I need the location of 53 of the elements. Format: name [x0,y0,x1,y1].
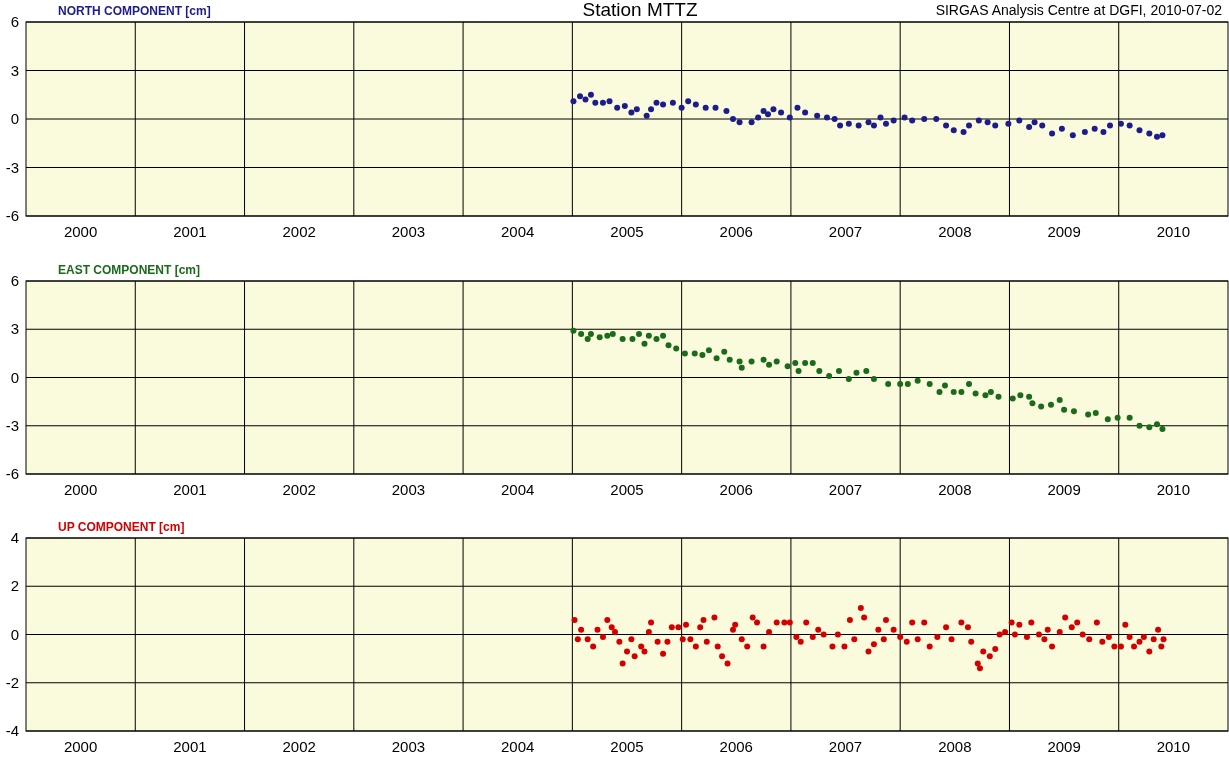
x-tick-label: 2004 [501,481,535,498]
x-tick-label: 2008 [938,738,972,755]
x-tick-label: 2008 [938,481,972,498]
x-tick-label: 2000 [63,738,98,755]
x-tick-label: 2005 [610,481,644,498]
x-tick-label: 2000 [63,223,98,240]
x-tick-label: 2003 [391,738,426,755]
x-tick-label: 2005 [610,223,644,240]
x-tick-label: 2006 [719,481,753,498]
x-tick-label: 2002 [282,223,316,240]
y-tick-label: 3 [10,61,19,79]
y-tick-label: -3 [5,416,19,434]
x-tick-label: 2003 [391,481,426,498]
y-tick-label: 0 [10,625,19,643]
x-tick-label: 2004 [501,738,535,755]
x-tick-label: 2007 [828,738,863,755]
y-tick-label: -6 [5,465,19,482]
y-tick-label: 6 [10,272,19,289]
x-tick-label: 2000 [63,481,98,498]
x-tick-label: 2004 [501,223,535,240]
text: SIRGAS Analysis Centre at DGFI, 2010-07-02 [935,2,1223,18]
x-tick-label: 2006 [719,738,753,755]
y-tick-label: 2 [10,577,19,595]
x-tick-label: 2001 [173,223,207,240]
x-tick-label: 2002 [282,481,316,498]
y-tick-label: -6 [5,207,19,224]
y-tick-label: 6 [10,13,19,30]
y-tick-label: 3 [10,320,19,338]
y-axis-title: EAST COMPONENT [cm] [58,263,201,277]
x-tick-label: 2008 [938,223,972,240]
y-tick-label: -4 [5,722,19,739]
x-tick-label: 2001 [173,738,207,755]
y-tick-label: 0 [10,110,19,127]
x-tick-label: 2005 [610,738,644,755]
y-axis-title: NORTH COMPONENT [cm] [58,4,211,18]
x-tick-label: 2001 [173,481,207,498]
y-tick-label: -3 [5,158,19,176]
x-tick-label: 2006 [719,223,753,240]
x-tick-label: 2003 [391,223,426,240]
x-tick-label: 2010 [1156,738,1191,755]
x-tick-label: 2009 [1047,223,1081,240]
x-tick-label: 2007 [828,223,863,240]
y-tick-label: 4 [10,529,19,546]
y-tick-label: -2 [5,673,19,691]
x-tick-label: 2002 [282,738,316,755]
chart-title: Station MTTZ [582,0,698,20]
x-tick-label: 2010 [1156,481,1191,498]
x-tick-label: 2009 [1047,481,1081,498]
x-tick-label: 2009 [1047,738,1081,755]
x-tick-label: 2010 [1156,223,1191,240]
x-tick-label: 2007 [828,481,863,498]
y-tick-label: 0 [10,368,19,386]
y-axis-title: UP COMPONENT [cm] [58,520,185,534]
